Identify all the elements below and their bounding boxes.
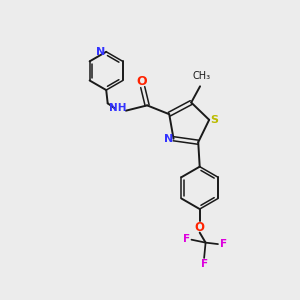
Text: S: S (211, 115, 218, 125)
Text: N: N (164, 134, 173, 144)
Text: O: O (136, 75, 147, 88)
Text: NH: NH (109, 103, 126, 113)
Text: N: N (96, 47, 106, 57)
Text: CH₃: CH₃ (193, 71, 211, 81)
Text: F: F (220, 239, 227, 249)
Text: O: O (195, 221, 205, 234)
Text: F: F (183, 234, 190, 244)
Text: F: F (201, 259, 208, 269)
